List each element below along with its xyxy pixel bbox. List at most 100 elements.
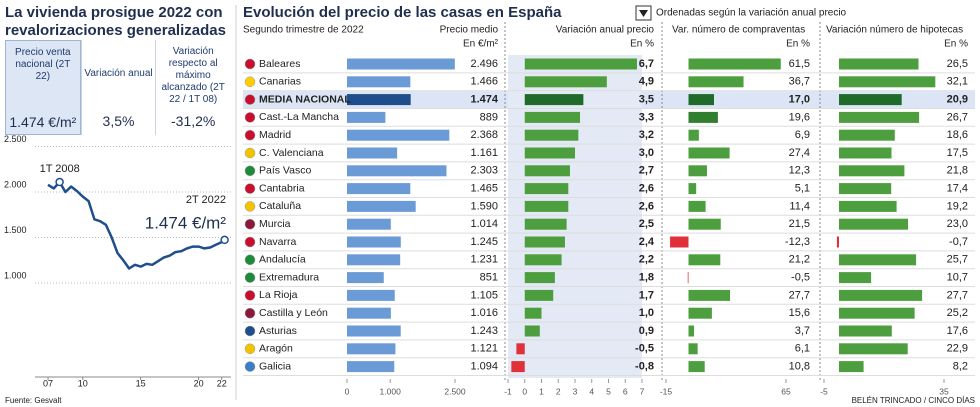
x-tick-label: 5 (606, 386, 611, 396)
flag (244, 58, 256, 70)
bar (524, 236, 565, 248)
flag (244, 272, 256, 283)
flag (244, 183, 256, 194)
value-label: 2.303 (470, 165, 498, 177)
bar (839, 272, 872, 284)
bar (839, 325, 892, 337)
value-label: 4,9 (639, 76, 654, 88)
bar (347, 272, 384, 284)
bar (839, 111, 920, 123)
bar (688, 76, 744, 88)
price-line (47, 180, 226, 270)
x-tick-label: 3 (573, 386, 578, 396)
x-tick-label: 6 (623, 386, 628, 396)
bar (347, 236, 401, 248)
x-tick-label: 4 (589, 386, 594, 396)
bar (347, 183, 411, 195)
row-label: Castilla y León (259, 307, 328, 319)
value-label: 1,7 (639, 289, 654, 301)
flag (244, 201, 256, 212)
value-label: 10,8 (789, 361, 810, 373)
bar (524, 218, 567, 230)
table-subtitle: Segundo trimestre de 2022 (243, 25, 364, 36)
bar (347, 325, 401, 337)
bar (524, 58, 637, 70)
flag (244, 165, 256, 177)
value-label: 18,6 (947, 129, 968, 141)
x-tick-label: 20 (194, 378, 204, 388)
y-tick-label: 1.000 (4, 270, 27, 280)
value-label: 27,4 (789, 147, 810, 159)
column-unit: En % (786, 39, 810, 50)
x-tick-label: 7 (640, 386, 645, 396)
flag (244, 218, 256, 230)
annotation: 2T 2022 (186, 194, 226, 206)
value-label: 851 (480, 272, 498, 284)
value-label: 1.105 (470, 289, 498, 301)
x-tick-label: 1.000 (380, 386, 402, 396)
bar (347, 76, 411, 88)
bar (347, 307, 391, 319)
bar (688, 147, 730, 159)
credit: BELÉN TRINCADO / CINCO DÍAS (852, 396, 975, 405)
value-label: 1,0 (639, 307, 654, 319)
row-label: Extremadura (259, 271, 319, 283)
bar (688, 343, 698, 355)
x-tick-label: 0 (345, 386, 350, 396)
bar (688, 289, 731, 301)
x-tick-label: -5 (820, 386, 828, 396)
column-unit: En % (630, 39, 654, 50)
row-label: Asturias (259, 325, 297, 337)
value-label: 2,6 (639, 183, 654, 195)
bar (347, 361, 395, 373)
value-label: 8,2 (953, 361, 968, 373)
flag (244, 325, 256, 337)
value-label: 2,5 (639, 218, 654, 230)
summary-cell: Variación respecto al máximo alcanzado (… (155, 40, 230, 135)
value-label: 21,5 (789, 218, 810, 230)
value-label: 2.368 (470, 129, 498, 141)
bar (347, 94, 411, 106)
bar (688, 58, 781, 70)
x-tick-label: 22 (217, 378, 227, 388)
value-label: 1.590 (470, 200, 498, 212)
value-label: 22,9 (947, 343, 968, 355)
flag (244, 94, 256, 105)
bar (347, 147, 398, 159)
bar (839, 254, 917, 266)
bar (839, 94, 902, 106)
bar (839, 129, 895, 141)
value-label: 2,4 (639, 236, 655, 248)
source: Fuente: Gesvalt (5, 396, 62, 405)
bar (839, 58, 919, 70)
row-label: Cast.-La Mancha (259, 111, 339, 123)
value-label: 21,2 (789, 254, 810, 266)
value-label: 1.231 (470, 254, 498, 266)
summary: Precio venta nacional (2T 22) 1.474 €/m² … (5, 40, 230, 135)
value-label: 19,2 (947, 200, 968, 212)
bar (688, 111, 718, 123)
summary-value: -31,2% (171, 113, 216, 129)
bar (688, 307, 712, 319)
value-label: 889 (480, 111, 498, 123)
value-label: 2,7 (639, 165, 654, 177)
value-label: 1.245 (470, 236, 498, 248)
bar (688, 94, 714, 106)
bar (670, 236, 689, 248)
y-tick-label: 1.500 (4, 225, 27, 235)
annotation: 1T 2008 (40, 163, 80, 175)
x-tick-label: -1 (504, 386, 512, 396)
summary-header: Variación anual (84, 68, 153, 79)
value-label: 1.466 (470, 76, 498, 88)
flag (244, 129, 256, 141)
bar (347, 58, 455, 70)
x-tick-label: 35 (939, 386, 949, 396)
bar (516, 343, 525, 355)
value-label: 15,6 (789, 307, 810, 319)
bar (511, 361, 525, 373)
summary-cell: Precio venta nacional (2T 22) 1.474 €/m² (5, 40, 81, 135)
value-label: 3,2 (639, 129, 654, 141)
value-label: 1.094 (470, 361, 498, 373)
bar (524, 165, 570, 177)
